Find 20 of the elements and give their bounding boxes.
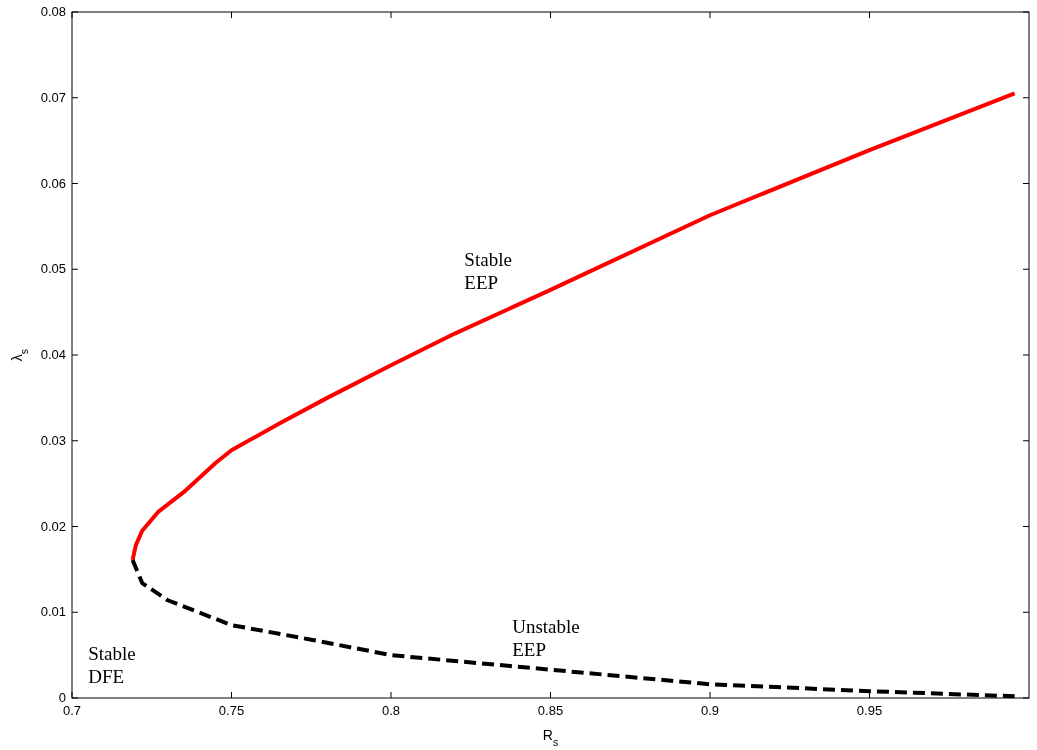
x-tick-label: 0.9 <box>700 703 720 718</box>
x-tick-label: 0.8 <box>381 703 401 718</box>
y-tick-label: 0.04 <box>40 347 66 362</box>
y-tick-label: 0.08 <box>40 4 66 19</box>
x-tick-label: 0.7 <box>62 703 82 718</box>
y-tick-label: 0.02 <box>40 518 66 534</box>
annotation: Stable EEP <box>464 248 512 293</box>
y-tick-label: 0.05 <box>40 261 66 277</box>
y-tick-label: 0 <box>58 690 66 705</box>
annotation: Unstable EEP <box>512 615 580 660</box>
x-tick-label: 0.85 <box>537 703 564 718</box>
y-tick-label: 0.01 <box>40 604 66 620</box>
y-tick-label: 0.07 <box>40 89 66 105</box>
y-tick-label: 0.03 <box>40 432 66 448</box>
x-axis-title: R$_{s}$ <box>542 727 559 748</box>
line-series <box>130 91 1017 562</box>
x-tick-label: 0.75 <box>218 703 245 718</box>
x-tick-label: 0.95 <box>856 703 883 718</box>
y-tick-label: 0.06 <box>40 175 66 191</box>
annotation: Stable DFE <box>88 642 136 687</box>
